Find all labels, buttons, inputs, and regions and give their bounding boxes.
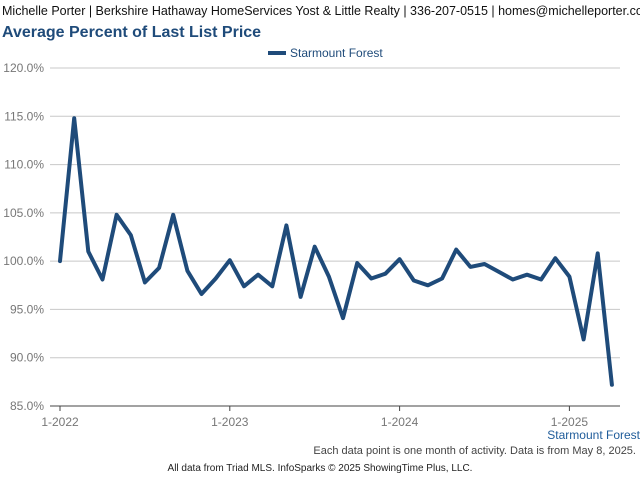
series-line: [58, 116, 614, 387]
chart-legend: Starmount Forest: [268, 46, 383, 60]
data-point: [270, 284, 274, 288]
data-credit: All data from Triad MLS. InfoSparks © 20…: [167, 463, 473, 474]
grid-lines: [50, 67, 620, 407]
data-point: [200, 292, 203, 296]
x-tick-label: 1-2024: [381, 415, 419, 429]
data-point: [596, 251, 600, 255]
data-point: [383, 272, 387, 276]
data-point: [115, 213, 119, 217]
y-tick-label: 115.0%: [4, 109, 44, 123]
data-point: [440, 277, 444, 281]
data-point: [228, 258, 232, 262]
data-point: [412, 278, 416, 282]
data-point: [143, 280, 147, 284]
x-tick-label: 1-2022: [41, 415, 79, 429]
data-point: [468, 265, 472, 269]
data-point: [539, 277, 543, 281]
data-point: [567, 275, 571, 279]
data-point: [582, 337, 586, 341]
data-point: [242, 284, 246, 288]
x-tick-label: 1-2023: [211, 415, 249, 429]
data-point: [511, 277, 515, 281]
data-point: [610, 383, 614, 387]
legend-swatch: [268, 51, 286, 55]
y-tick-label: 105.0%: [3, 206, 44, 220]
series-layer: [58, 116, 614, 387]
data-point: [341, 316, 345, 320]
data-note: Each data point is one month of activity…: [313, 445, 636, 457]
y-tick-label: 85.0%: [10, 399, 44, 413]
data-point: [398, 257, 402, 261]
data-point: [369, 277, 373, 281]
data-point: [327, 275, 331, 279]
data-point: [256, 273, 260, 277]
data-point: [185, 269, 189, 273]
data-point: [100, 277, 104, 281]
data-point: [129, 233, 133, 237]
data-point: [355, 261, 359, 265]
data-point: [454, 248, 458, 252]
data-point: [284, 223, 288, 227]
data-point: [525, 273, 529, 277]
data-point: [72, 116, 76, 120]
y-tick-label: 100.0%: [3, 254, 44, 268]
data-point: [214, 277, 218, 281]
y-axis: 85.0% 90.0% 95.0% 100.0% 105.0% 110.0% 115.0% 1…: [3, 61, 44, 413]
series-label: Starmount Forest: [547, 428, 640, 442]
data-point: [86, 249, 90, 253]
x-axis: 1-2022 1-2023 1-2024 1-2025: [41, 406, 588, 429]
data-point: [497, 270, 501, 274]
y-tick-label: 110.0%: [4, 158, 44, 172]
y-tick-label: 120.0%: [3, 61, 44, 75]
y-tick-label: 90.0%: [10, 351, 44, 365]
data-point: [313, 245, 317, 249]
data-point: [299, 295, 303, 299]
legend-label: Starmount Forest: [290, 46, 383, 60]
y-tick-label: 95.0%: [10, 302, 44, 316]
chart-title: Average Percent of Last List Price: [2, 24, 262, 41]
header-contact: Michelle Porter | Berkshire Hathaway Hom…: [2, 4, 640, 18]
data-point: [483, 262, 486, 266]
data-point: [426, 283, 430, 287]
data-point: [58, 259, 62, 263]
x-tick-label: 1-2025: [551, 415, 589, 429]
data-point: [157, 266, 161, 270]
data-point: [171, 213, 175, 217]
data-point: [553, 256, 557, 260]
